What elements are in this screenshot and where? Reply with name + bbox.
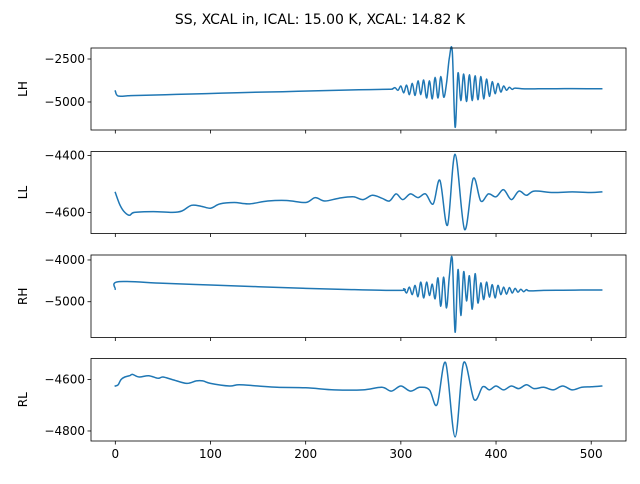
y-axis-label: LL [16, 186, 30, 200]
x-tick-label: 0 [111, 447, 119, 461]
subplot-rh: −4000 −5000 RH [16, 253, 627, 341]
x-tick-label: 200 [294, 447, 317, 461]
y-axis-label: RL [16, 392, 30, 407]
y-tick-label: −4800 [44, 424, 85, 438]
x-tick-label: 400 [485, 447, 508, 461]
x-tick-label: 300 [389, 447, 412, 461]
y-tick-label: −4600 [44, 205, 85, 219]
subplot-lh: −2500 −5000 LH [16, 46, 627, 134]
subplot-ll: −4400 −4600 LL [16, 148, 627, 237]
subplots: −2500 −5000 LH −4400 −4600 LL −4000 −5000 RH −460… [16, 46, 627, 461]
x-tick-label: 500 [580, 447, 603, 461]
y-tick-label: −4000 [44, 253, 85, 267]
series-line-rh [113, 255, 603, 333]
y-tick-label: −5000 [44, 95, 85, 109]
y-tick-label: −4400 [44, 148, 85, 162]
axes-frame [90, 254, 627, 338]
axes-frame [90, 47, 627, 131]
y-axis-label: RH [16, 288, 30, 305]
series-line-lh [114, 46, 603, 128]
x-tick-label: 100 [199, 447, 222, 461]
axes-frame [90, 151, 627, 234]
series-line-ll [114, 153, 603, 231]
y-tick-label: −4600 [44, 373, 85, 387]
series-line-rl [114, 361, 603, 438]
y-tick-label: −5000 [44, 295, 85, 309]
subplot-rl: −4600 −4800 RL 0 100 200 300 400 500 [16, 358, 627, 461]
chart-title: SS, XCAL in, ICAL: 15.00 K, XCAL: 14.82 … [175, 12, 466, 28]
y-axis-label: LH [16, 81, 30, 97]
y-tick-label: −2500 [44, 52, 85, 66]
axes-frame [90, 358, 627, 442]
